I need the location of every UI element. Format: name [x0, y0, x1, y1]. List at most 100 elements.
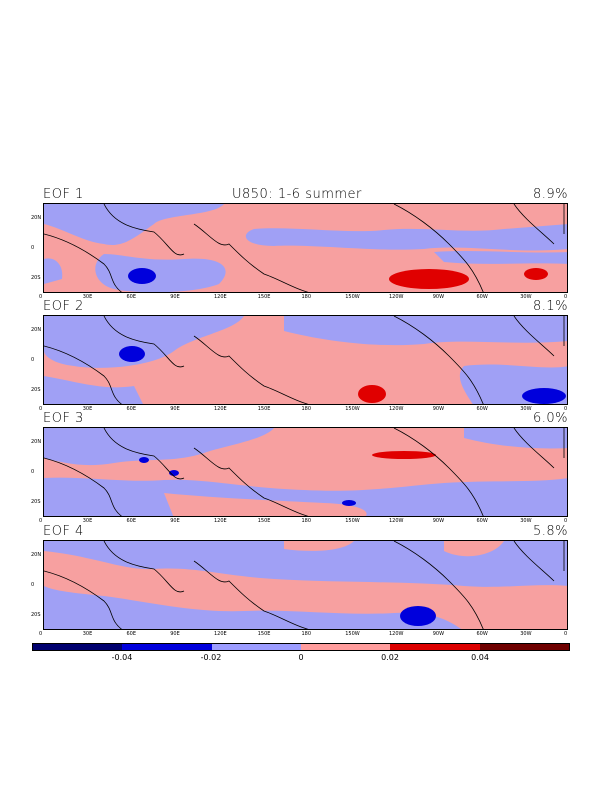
panel-1-label: EOF 1 [43, 187, 84, 202]
lon-tick-label: 0 [564, 518, 568, 524]
lon-tick-label: 90E [170, 294, 180, 300]
lon-tick-label: 150W [345, 294, 360, 300]
lon-tick-label: 120E [214, 631, 227, 637]
lon-tick-label: 120W [389, 406, 404, 412]
lon-tick-label: 90E [170, 518, 180, 524]
lon-tick-label: 0 [39, 631, 43, 637]
lon-tick-label: 150W [345, 518, 360, 524]
coastline [44, 428, 565, 516]
negative-anomaly-region [44, 258, 63, 284]
panel-2-variance: 8.1% [532, 299, 568, 314]
lon-tick-label: 0 [564, 294, 568, 300]
positive-anomaly-region [44, 551, 567, 629]
lon-tick-label: 120W [389, 294, 404, 300]
lat-tick-label: 20S [31, 612, 41, 618]
eof-4-map [43, 540, 568, 630]
lat-tick-label: 0 [31, 469, 35, 475]
lon-tick-label: 90E [170, 631, 180, 637]
panel-4-variance: 5.8% [532, 524, 568, 539]
lon-tick-label: 60E [126, 518, 137, 524]
lon-tick-label: 120E [214, 294, 227, 300]
lon-tick-label: 150W [345, 406, 360, 412]
lon-tick-label: 150E [257, 406, 271, 412]
strong-positive-center [372, 451, 436, 459]
colorbar [32, 643, 570, 651]
lon-tick-label: 30E [82, 294, 93, 300]
lon-tick-label: 30W [520, 518, 532, 524]
lat-tick-label: 20S [31, 275, 41, 281]
coastline [44, 204, 565, 292]
strong-negative-center [128, 268, 156, 284]
lat-tick-label: 20N [31, 215, 42, 221]
strong-positive-center [389, 269, 469, 289]
lon-tick-label: 30W [520, 631, 532, 637]
panel-1-variance: 8.9% [532, 187, 568, 202]
strong-negative-center [342, 500, 356, 506]
lon-tick-label: 150E [257, 518, 271, 524]
positive-anomaly-region [284, 541, 354, 551]
lon-tick-label: 90W [432, 406, 445, 412]
strong-negative-center [400, 606, 436, 626]
lon-tick-label: 0 [564, 406, 568, 412]
lat-tick-label: 0 [31, 357, 35, 363]
negative-anomaly-region [44, 376, 143, 404]
lon-tick-label: 30E [82, 406, 93, 412]
lon-tick-label: 60W [476, 406, 488, 412]
negative-anomaly-region [95, 254, 226, 292]
coastline [44, 541, 565, 629]
lon-tick-label: 150W [345, 631, 360, 637]
panel-4-label: EOF 4 [43, 524, 84, 539]
lon-tick-label: 0 [564, 631, 568, 637]
panel-2-label: EOF 2 [43, 299, 84, 314]
colorbar-segment [122, 644, 212, 650]
colorbar-label: 0.02 [381, 653, 399, 662]
lon-tick-label: 30W [520, 406, 532, 412]
panel-3-label: EOF 3 [43, 411, 84, 426]
figure-title: U850: 1-6 summer [232, 187, 362, 202]
negative-anomaly-region [434, 251, 567, 264]
lon-tick-label: 180 [301, 406, 312, 412]
strong-positive-center [358, 385, 386, 403]
lat-tick-label: 0 [31, 245, 35, 251]
negative-anomaly-region [44, 428, 274, 466]
lon-tick-label: 90W [432, 294, 445, 300]
colorbar-segment [211, 644, 301, 650]
lon-tick-label: 90W [432, 518, 445, 524]
lon-tick-label: 150E [257, 294, 271, 300]
strong-negative-center [522, 388, 566, 404]
lon-tick-label: 30W [520, 294, 532, 300]
colorbar-segment [33, 644, 123, 650]
lon-tick-label: 90E [170, 406, 180, 412]
eof-1-map [43, 203, 568, 293]
negative-anomaly-region [245, 224, 567, 251]
colorbar-segment [390, 644, 480, 650]
colorbar-segment [300, 644, 391, 650]
lon-tick-label: 0 [39, 518, 43, 524]
lon-tick-label: 60E [126, 631, 137, 637]
colorbar-label: 0 [298, 653, 304, 662]
lat-tick-label: 20N [31, 552, 42, 558]
lon-tick-label: 60W [476, 518, 488, 524]
lat-tick-label: 0 [31, 582, 35, 588]
lon-tick-label: 90W [432, 631, 445, 637]
lon-tick-label: 150E [257, 631, 271, 637]
lon-tick-label: 60E [126, 294, 137, 300]
lon-tick-label: 180 [301, 294, 312, 300]
lon-tick-label: 60W [476, 631, 488, 637]
negative-anomaly-region [44, 204, 224, 245]
lon-tick-label: 0 [39, 294, 43, 300]
positive-anomaly-region [164, 493, 367, 516]
lat-tick-label: 20N [31, 439, 42, 445]
lat-tick-label: 20N [31, 327, 42, 333]
lat-tick-label: 20S [31, 387, 41, 393]
strong-negative-center [119, 346, 145, 362]
strong-positive-center [524, 268, 548, 280]
colorbar-label: -0.04 [111, 653, 133, 662]
colorbar-label: 0.04 [471, 653, 489, 662]
lon-tick-label: 180 [301, 518, 312, 524]
lon-tick-label: 120W [389, 518, 404, 524]
lon-tick-label: 60E [126, 406, 137, 412]
positive-anomaly-region [444, 541, 504, 557]
negative-anomaly-region [284, 316, 567, 346]
lon-tick-label: 120W [389, 631, 404, 637]
